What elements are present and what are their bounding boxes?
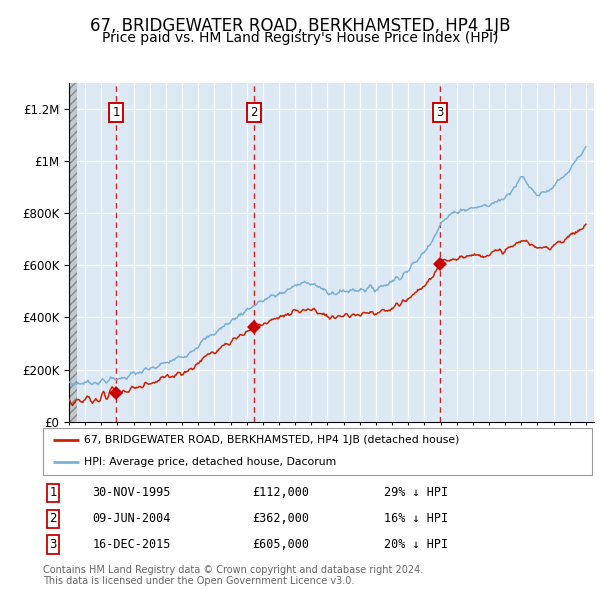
FancyBboxPatch shape: [43, 428, 592, 475]
Text: 29% ↓ HPI: 29% ↓ HPI: [383, 486, 448, 499]
Text: 67, BRIDGEWATER ROAD, BERKHAMSTED, HP4 1JB (detached house): 67, BRIDGEWATER ROAD, BERKHAMSTED, HP4 1…: [85, 435, 460, 445]
Text: £112,000: £112,000: [252, 486, 309, 499]
Text: £362,000: £362,000: [252, 512, 309, 525]
Text: 3: 3: [49, 538, 57, 551]
Text: £605,000: £605,000: [252, 538, 309, 551]
Text: HPI: Average price, detached house, Dacorum: HPI: Average price, detached house, Daco…: [85, 457, 337, 467]
Text: Price paid vs. HM Land Registry's House Price Index (HPI): Price paid vs. HM Land Registry's House …: [102, 31, 498, 45]
Text: 30-NOV-1995: 30-NOV-1995: [92, 486, 171, 499]
Text: 2: 2: [250, 106, 257, 119]
Text: 3: 3: [436, 106, 443, 119]
Text: 16-DEC-2015: 16-DEC-2015: [92, 538, 171, 551]
Text: 1: 1: [112, 106, 120, 119]
Text: 1: 1: [49, 486, 57, 499]
Text: 16% ↓ HPI: 16% ↓ HPI: [383, 512, 448, 525]
Text: 09-JUN-2004: 09-JUN-2004: [92, 512, 171, 525]
Text: 20% ↓ HPI: 20% ↓ HPI: [383, 538, 448, 551]
Text: 2: 2: [49, 512, 57, 525]
Text: 67, BRIDGEWATER ROAD, BERKHAMSTED, HP4 1JB: 67, BRIDGEWATER ROAD, BERKHAMSTED, HP4 1…: [90, 17, 510, 35]
Text: Contains HM Land Registry data © Crown copyright and database right 2024.
This d: Contains HM Land Registry data © Crown c…: [43, 565, 424, 586]
